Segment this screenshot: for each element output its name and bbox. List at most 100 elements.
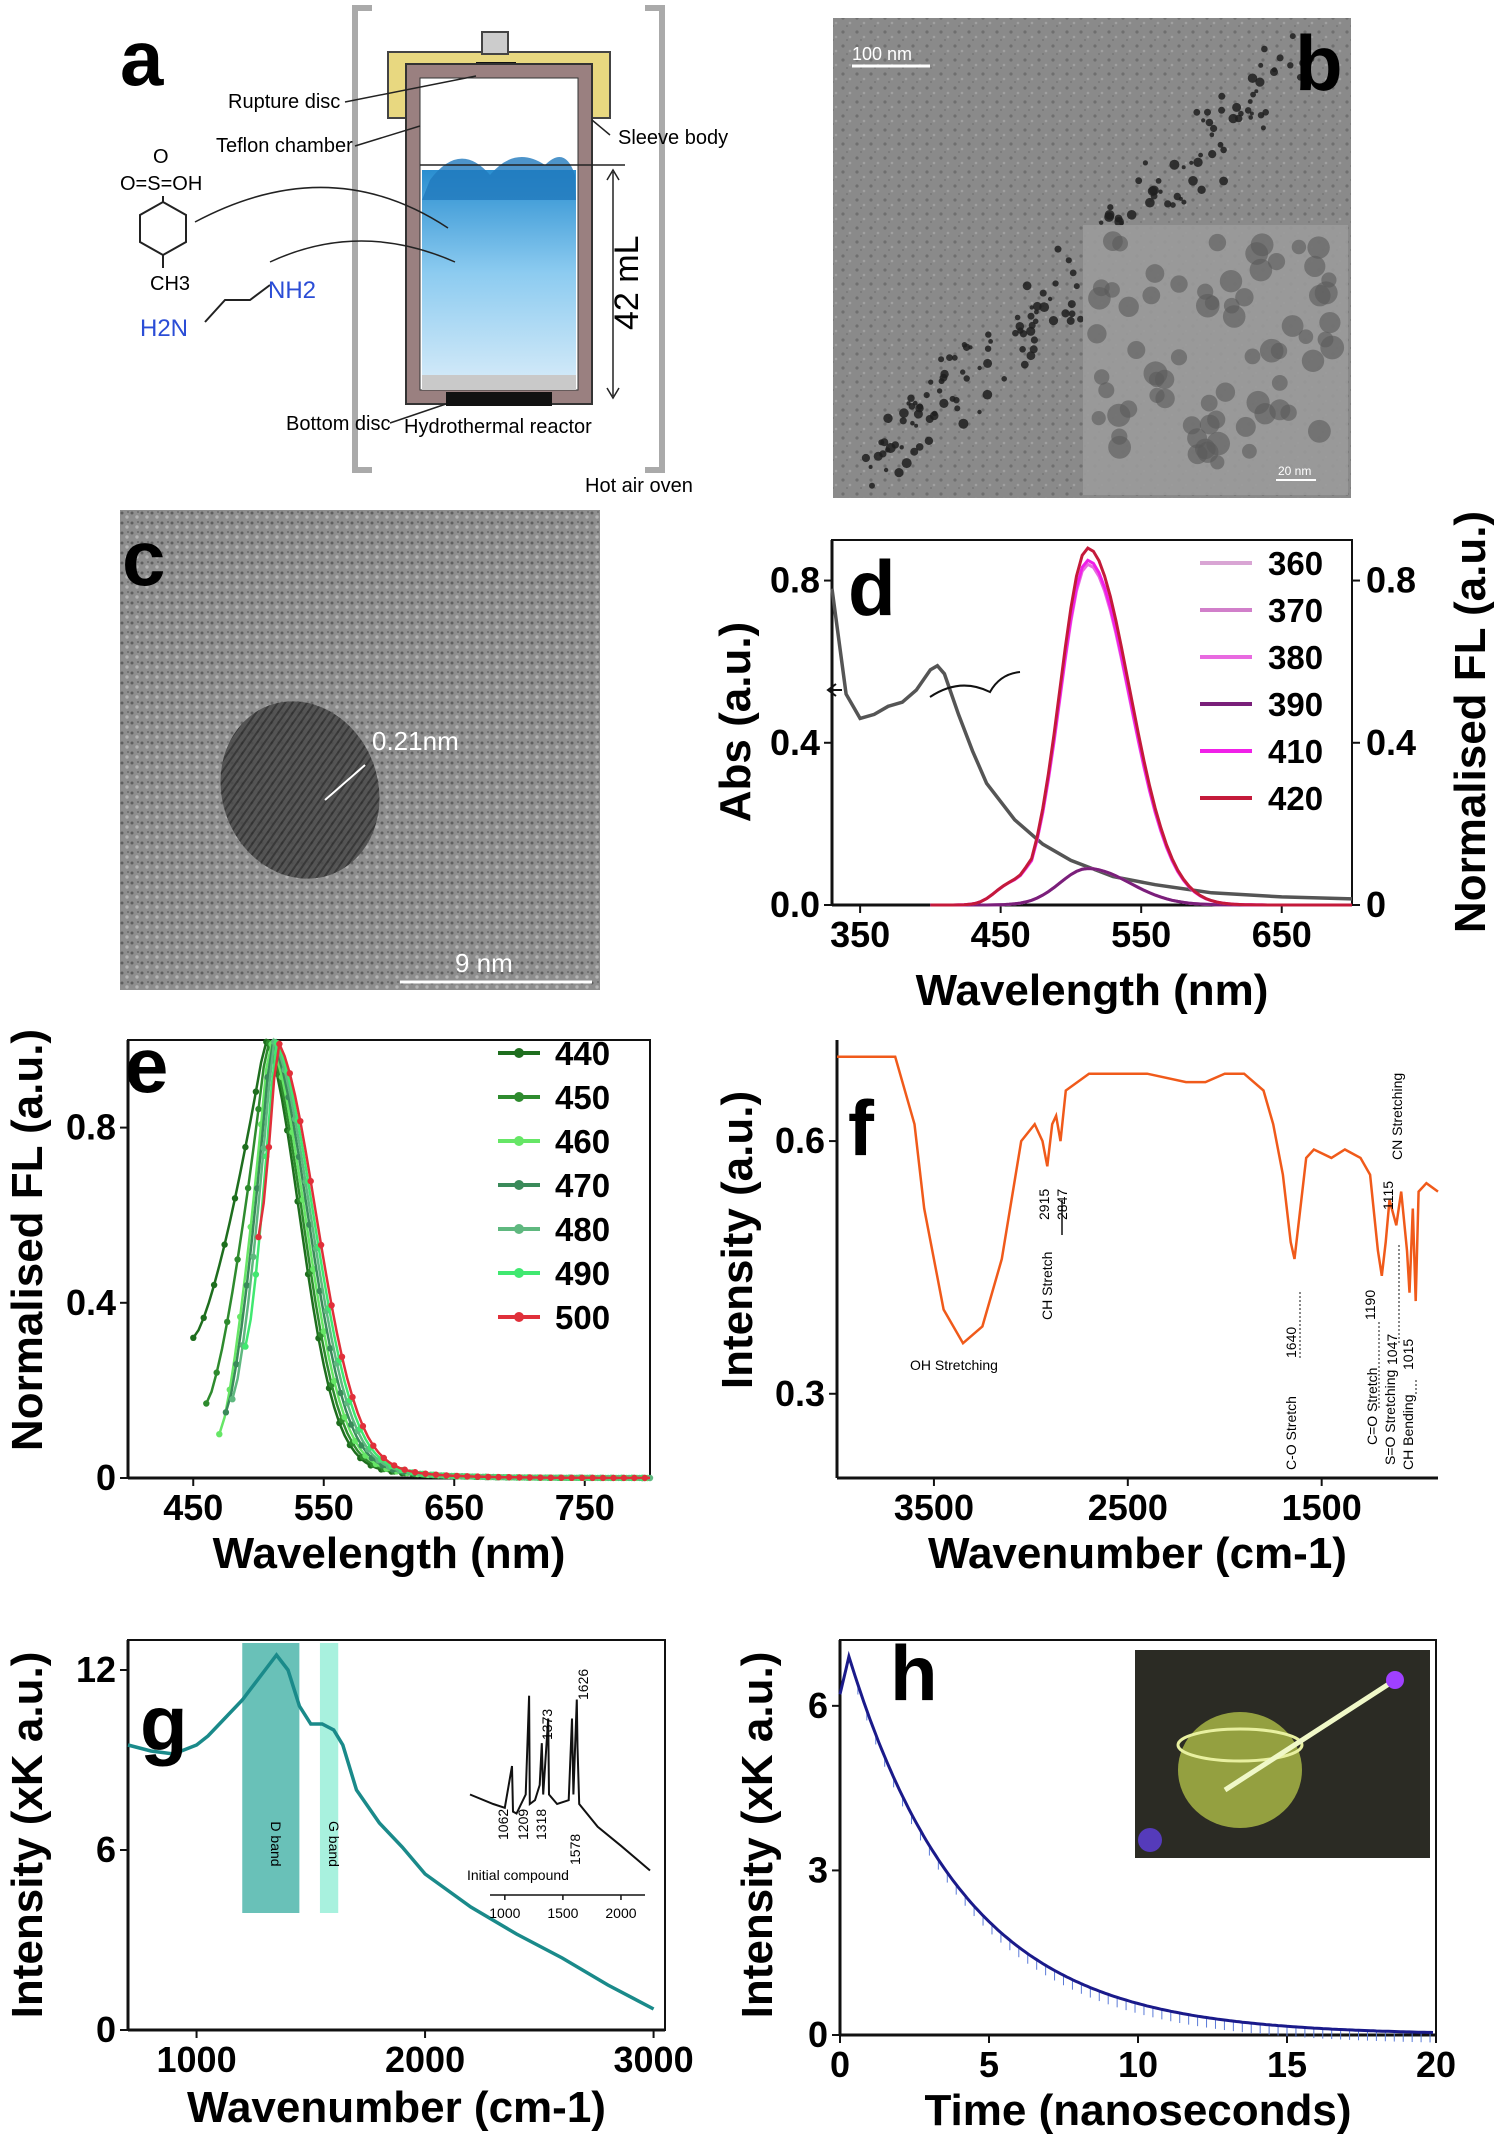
nanoparticle-dot xyxy=(1039,302,1050,312)
y-tick-label: 12 xyxy=(76,1649,116,1690)
inset-nanoparticle-dot xyxy=(1246,390,1270,415)
inset-nanoparticle-dot xyxy=(1281,315,1304,337)
nanoparticle-dot xyxy=(1289,33,1296,40)
nanoparticle-dot xyxy=(963,375,970,382)
scale-label-b: 100 nm xyxy=(852,44,912,64)
legend-marker-490 xyxy=(514,1268,524,1278)
fl-marker-440 xyxy=(200,1314,207,1322)
absorbance-axis-arrow xyxy=(929,671,1021,698)
water-splash xyxy=(422,157,576,200)
fl-marker-500 xyxy=(485,1473,492,1481)
nanoparticle-dot xyxy=(1069,269,1077,277)
y-axis-label-d: Abs (a.u.) xyxy=(711,622,760,822)
nanoparticle-dot xyxy=(1067,300,1076,309)
annot-2847: 2847 xyxy=(1054,1189,1070,1220)
rupture-disc-cap xyxy=(481,31,509,55)
y-axis-label-right-d: Normalised FL (a.u.) xyxy=(1446,511,1495,933)
legend-marker-460 xyxy=(514,1136,524,1146)
fl-marker-470 xyxy=(348,1421,355,1428)
nanoparticle-dot xyxy=(1210,124,1218,133)
inset-nanoparticle-dot xyxy=(1259,338,1284,363)
fl-marker-500 xyxy=(568,1474,575,1482)
nanoparticle-dot xyxy=(1232,102,1242,112)
nanoparticle-dot xyxy=(1039,289,1047,297)
scale-label-c: 9 nm xyxy=(455,948,513,978)
nanoparticle-dot xyxy=(1244,107,1252,114)
inset-nanoparticle-dot xyxy=(1235,416,1256,437)
fl-marker-500 xyxy=(307,1177,314,1185)
legend-label-470: 470 xyxy=(555,1167,610,1204)
nanoparticle-dot xyxy=(1022,281,1032,291)
fl-marker-470 xyxy=(222,1409,230,1416)
svg-text:O=S=OH: O=S=OH xyxy=(120,173,202,195)
x-tick-label: 0 xyxy=(830,2044,850,2085)
nanoparticle-dot xyxy=(1034,309,1039,315)
nanoparticle-dot xyxy=(1260,125,1266,131)
nanoparticle-dot xyxy=(910,420,915,426)
svg-text:H2N: H2N xyxy=(140,315,188,342)
label-hydrothermal-reactor: Hydrothermal reactor xyxy=(404,416,592,438)
fl-marker-500 xyxy=(411,1469,419,1476)
nanoparticle-dot xyxy=(938,378,945,385)
inset-peak-label-1578: 1578 xyxy=(567,1834,583,1865)
y-tick-label-right: 0.4 xyxy=(1366,722,1416,763)
legend-label-390: 390 xyxy=(1268,686,1323,723)
fl-marker-450 xyxy=(213,1369,220,1376)
nanoparticle-dot xyxy=(1258,62,1264,68)
nanoparticle-dot xyxy=(960,369,966,375)
fl-marker-470 xyxy=(337,1389,344,1397)
nanoparticle-dot xyxy=(928,379,934,385)
svg-text:O: O xyxy=(153,146,169,168)
nanoparticle-dot xyxy=(1029,305,1034,310)
x-tick-label: 650 xyxy=(424,1487,484,1528)
nanoparticle-dot xyxy=(954,405,961,412)
panel-letter-e: e xyxy=(125,1021,168,1109)
fl-marker-500 xyxy=(286,1070,293,1077)
legend-label-360: 360 xyxy=(1268,545,1323,582)
nanoparticle-dot xyxy=(1027,312,1035,320)
nanoparticle-dot xyxy=(868,465,873,469)
inset-nanoparticle-dot xyxy=(1112,235,1128,252)
inset-nanoparticle-dot xyxy=(1250,233,1274,257)
label-bottom-disc: Bottom disc xyxy=(286,413,390,435)
inset-nanoparticle-dot xyxy=(1235,288,1254,307)
nanoparticle-dot xyxy=(968,345,973,350)
nanoparticle-dot xyxy=(1026,326,1036,336)
svg-text:NH2: NH2 xyxy=(268,277,316,304)
laser-beam xyxy=(1223,1677,1397,1793)
annot-cn: CN Stretching xyxy=(1389,1073,1405,1160)
y-tick-label: 0.6 xyxy=(775,1120,825,1161)
y-tick-label: 0.4 xyxy=(66,1282,116,1323)
fl-marker-500 xyxy=(443,1472,450,1479)
x-axis-label-g: Wavenumber (cm-1) xyxy=(187,2083,606,2132)
nanoparticle-dot xyxy=(1026,351,1036,361)
chamber-floor xyxy=(422,375,576,390)
nanoparticle-dot xyxy=(1249,111,1254,116)
fl-series-line-370 xyxy=(930,866,1352,907)
x-axis-label-e: Wavelength (nm) xyxy=(213,1529,566,1578)
inset-nanoparticle-dot xyxy=(1118,296,1139,317)
nanoparticle-dot xyxy=(910,447,919,456)
fl-marker-500 xyxy=(349,1393,356,1401)
x-axis-label-h: Time (nanoseconds) xyxy=(924,2086,1351,2135)
laser-spot xyxy=(1138,1828,1162,1852)
inset-nanoparticle-dot xyxy=(1308,419,1331,443)
nanoparticle-dot xyxy=(1296,74,1304,81)
nanoparticle-dot xyxy=(1189,160,1194,165)
nanoparticle-dot xyxy=(1047,296,1053,302)
nanoparticle-dot xyxy=(1217,141,1224,148)
fl-marker-460 xyxy=(341,1413,348,1421)
svg-text:CH3: CH3 xyxy=(150,273,190,295)
nanoparticle-dot xyxy=(1261,45,1268,53)
inset-nanoparticle-dot xyxy=(1304,255,1326,277)
inset-nanoparticle-dot xyxy=(1242,443,1257,459)
fl-marker-500 xyxy=(631,1474,638,1482)
nanoparticle-dot xyxy=(1012,329,1019,337)
nanoparticle-dot xyxy=(951,354,958,361)
y-tick-label: 0 xyxy=(96,2009,116,2050)
panel-letter-d: d xyxy=(848,544,896,632)
y-tick-label: 0.3 xyxy=(775,1373,825,1414)
fl-marker-470 xyxy=(233,1361,240,1368)
nanoparticle-dot xyxy=(1247,99,1253,104)
